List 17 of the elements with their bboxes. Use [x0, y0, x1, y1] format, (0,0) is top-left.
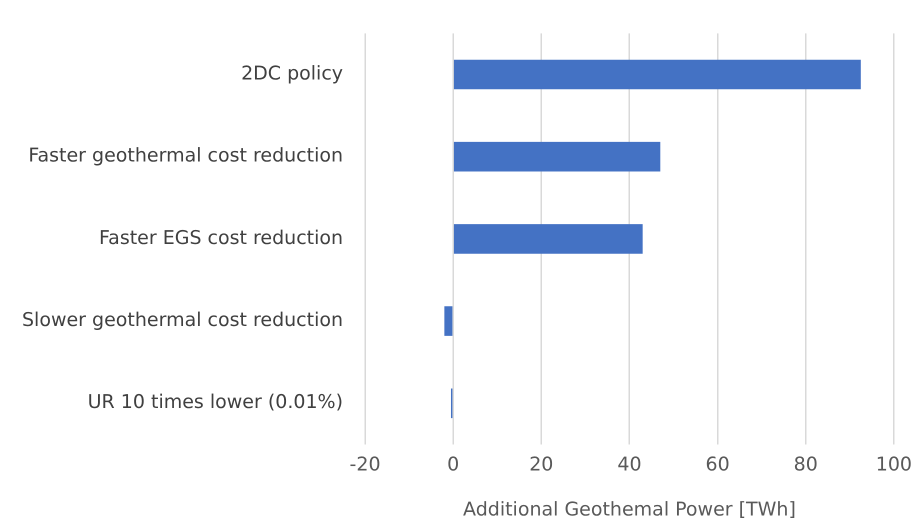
x-tick-label: 0: [447, 454, 460, 476]
x-tick-label: 40: [617, 454, 642, 476]
bar: [444, 306, 452, 336]
bar: [454, 224, 643, 254]
x-tick-label: 20: [529, 454, 554, 476]
y-tick-label: 2DC policy: [241, 62, 344, 84]
y-tick-label: Faster EGS cost reduction: [99, 226, 344, 249]
x-tick-label: 100: [876, 454, 912, 476]
y-tick-label: UR 10 times lower (0.01%): [88, 391, 344, 414]
x-tick-label: -20: [350, 454, 381, 476]
y-tick-label: Slower geothermal cost reduction: [22, 309, 344, 332]
bar: [454, 60, 861, 90]
x-axis-title: Additional Geothemal Power [TWh]: [463, 498, 796, 521]
y-tick-label: Faster geothermal cost reduction: [28, 144, 344, 167]
bar: [454, 142, 660, 172]
x-tick-label: 80: [794, 454, 818, 476]
x-tick-label: 60: [705, 454, 730, 476]
